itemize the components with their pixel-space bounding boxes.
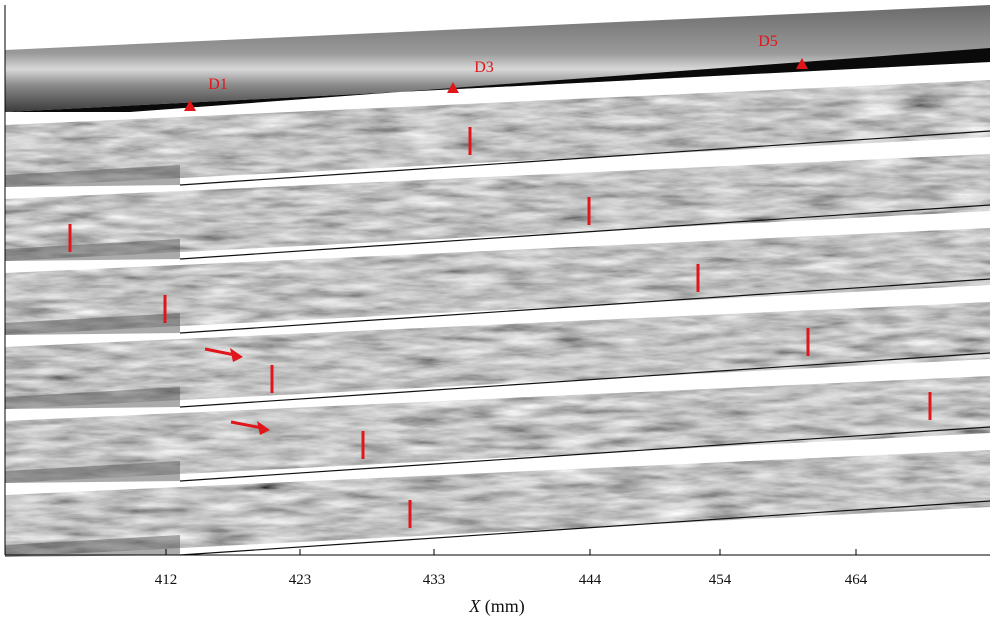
x-symbol: X — [468, 596, 481, 616]
strip-shade — [5, 461, 180, 483]
strip-edge — [179, 278, 991, 334]
image-strips — [5, 5, 991, 557]
arrow-head — [257, 421, 270, 435]
strip — [5, 5, 990, 112]
strip-edge — [179, 500, 991, 556]
strip-shade — [5, 387, 180, 409]
strip-edge — [179, 204, 991, 260]
arrow-shaft — [204, 347, 236, 357]
triangle-marker — [796, 58, 808, 69]
triangle-marker — [447, 82, 459, 93]
tick-label: 444 — [579, 572, 602, 588]
strip-shade — [5, 165, 180, 187]
strip-edge — [179, 352, 991, 408]
strip-shade — [5, 313, 180, 335]
tick-label: 423 — [289, 572, 312, 588]
markers: D1 D3 D5 — [68, 33, 932, 528]
x-axis-label: X (mm) — [468, 596, 525, 617]
tick-label: 433 — [423, 572, 446, 588]
arrow-head — [230, 348, 243, 362]
tick-label: 412 — [155, 572, 178, 588]
strip-shade — [5, 535, 180, 557]
strip-edge — [179, 426, 991, 482]
annotation: D3 — [474, 59, 494, 76]
tick-label: 454 — [709, 572, 732, 588]
arrow-shaft — [230, 420, 263, 430]
x-unit: (mm) — [485, 596, 525, 617]
strip-shade — [5, 239, 180, 261]
triangle-marker — [184, 100, 196, 111]
annotation: D5 — [758, 33, 778, 50]
annotation: D1 — [208, 76, 228, 93]
tick-label: 464 — [845, 572, 868, 588]
x-ticks: 412 423 433 444 454 464 — [155, 549, 868, 588]
strip-edge — [179, 130, 991, 186]
